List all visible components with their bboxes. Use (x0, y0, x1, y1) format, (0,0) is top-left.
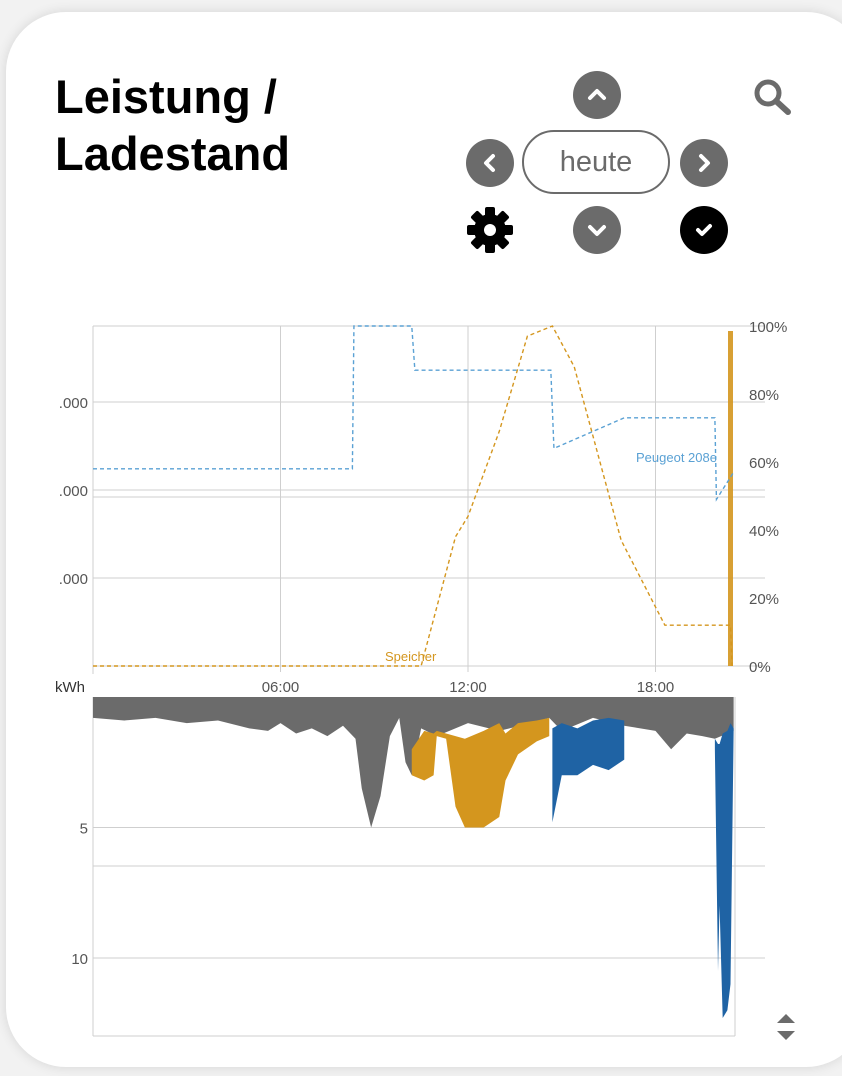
x-tick-label: 12:00 (449, 679, 487, 696)
y-tick-label: 5 (80, 821, 88, 838)
area-peugeot-208e (552, 717, 625, 823)
previous-period-button[interactable] (466, 139, 514, 187)
y-left-tick-label: .000 (59, 571, 88, 588)
title-line-2: Ladestand (55, 127, 291, 180)
chart-card (6, 12, 842, 1067)
page-title: Leistung / Ladestand (55, 68, 290, 182)
y-right-tick-label: 100% (749, 319, 787, 336)
confirm-button[interactable] (680, 206, 728, 254)
chevron-down-icon (588, 225, 606, 236)
y-left-tick-label: .000 (59, 395, 88, 412)
gear-icon[interactable] (465, 205, 515, 255)
period-up-button[interactable] (573, 71, 621, 119)
period-selector[interactable]: heute (522, 130, 670, 194)
series-line-peugeot-208e (93, 325, 735, 502)
area-speicher (411, 717, 550, 828)
series-label-peugeot: Peugeot 208e (636, 450, 717, 465)
y-right-tick-label: 60% (749, 455, 779, 472)
chevron-right-icon (699, 154, 710, 172)
area-peugeot-208e (714, 723, 734, 1019)
chevron-left-icon (484, 154, 495, 172)
x-tick-label: 06:00 (262, 679, 300, 696)
title-line-1: Leistung / (55, 70, 277, 123)
x-tick-label: 18:00 (637, 679, 675, 696)
check-icon (696, 224, 712, 236)
next-period-button[interactable] (680, 139, 728, 187)
period-down-button[interactable] (573, 206, 621, 254)
series-label-speicher: Speicher (385, 649, 437, 664)
search-icon[interactable] (750, 74, 798, 122)
y-tick-label: 10 (71, 951, 88, 968)
y-right-tick-label: 80% (749, 387, 779, 404)
speicher-power-bar (728, 331, 733, 666)
resize-sort-icon[interactable] (774, 1012, 798, 1042)
y-right-tick-label: 0% (749, 659, 771, 676)
y-left-tick-label: .000 (59, 483, 88, 500)
y-right-tick-label: 20% (749, 591, 779, 608)
chevron-up-icon (588, 89, 606, 100)
y-axis-unit-label: kWh (55, 679, 85, 696)
series-line-speicher (93, 325, 733, 667)
y-right-tick-label: 40% (749, 523, 779, 540)
